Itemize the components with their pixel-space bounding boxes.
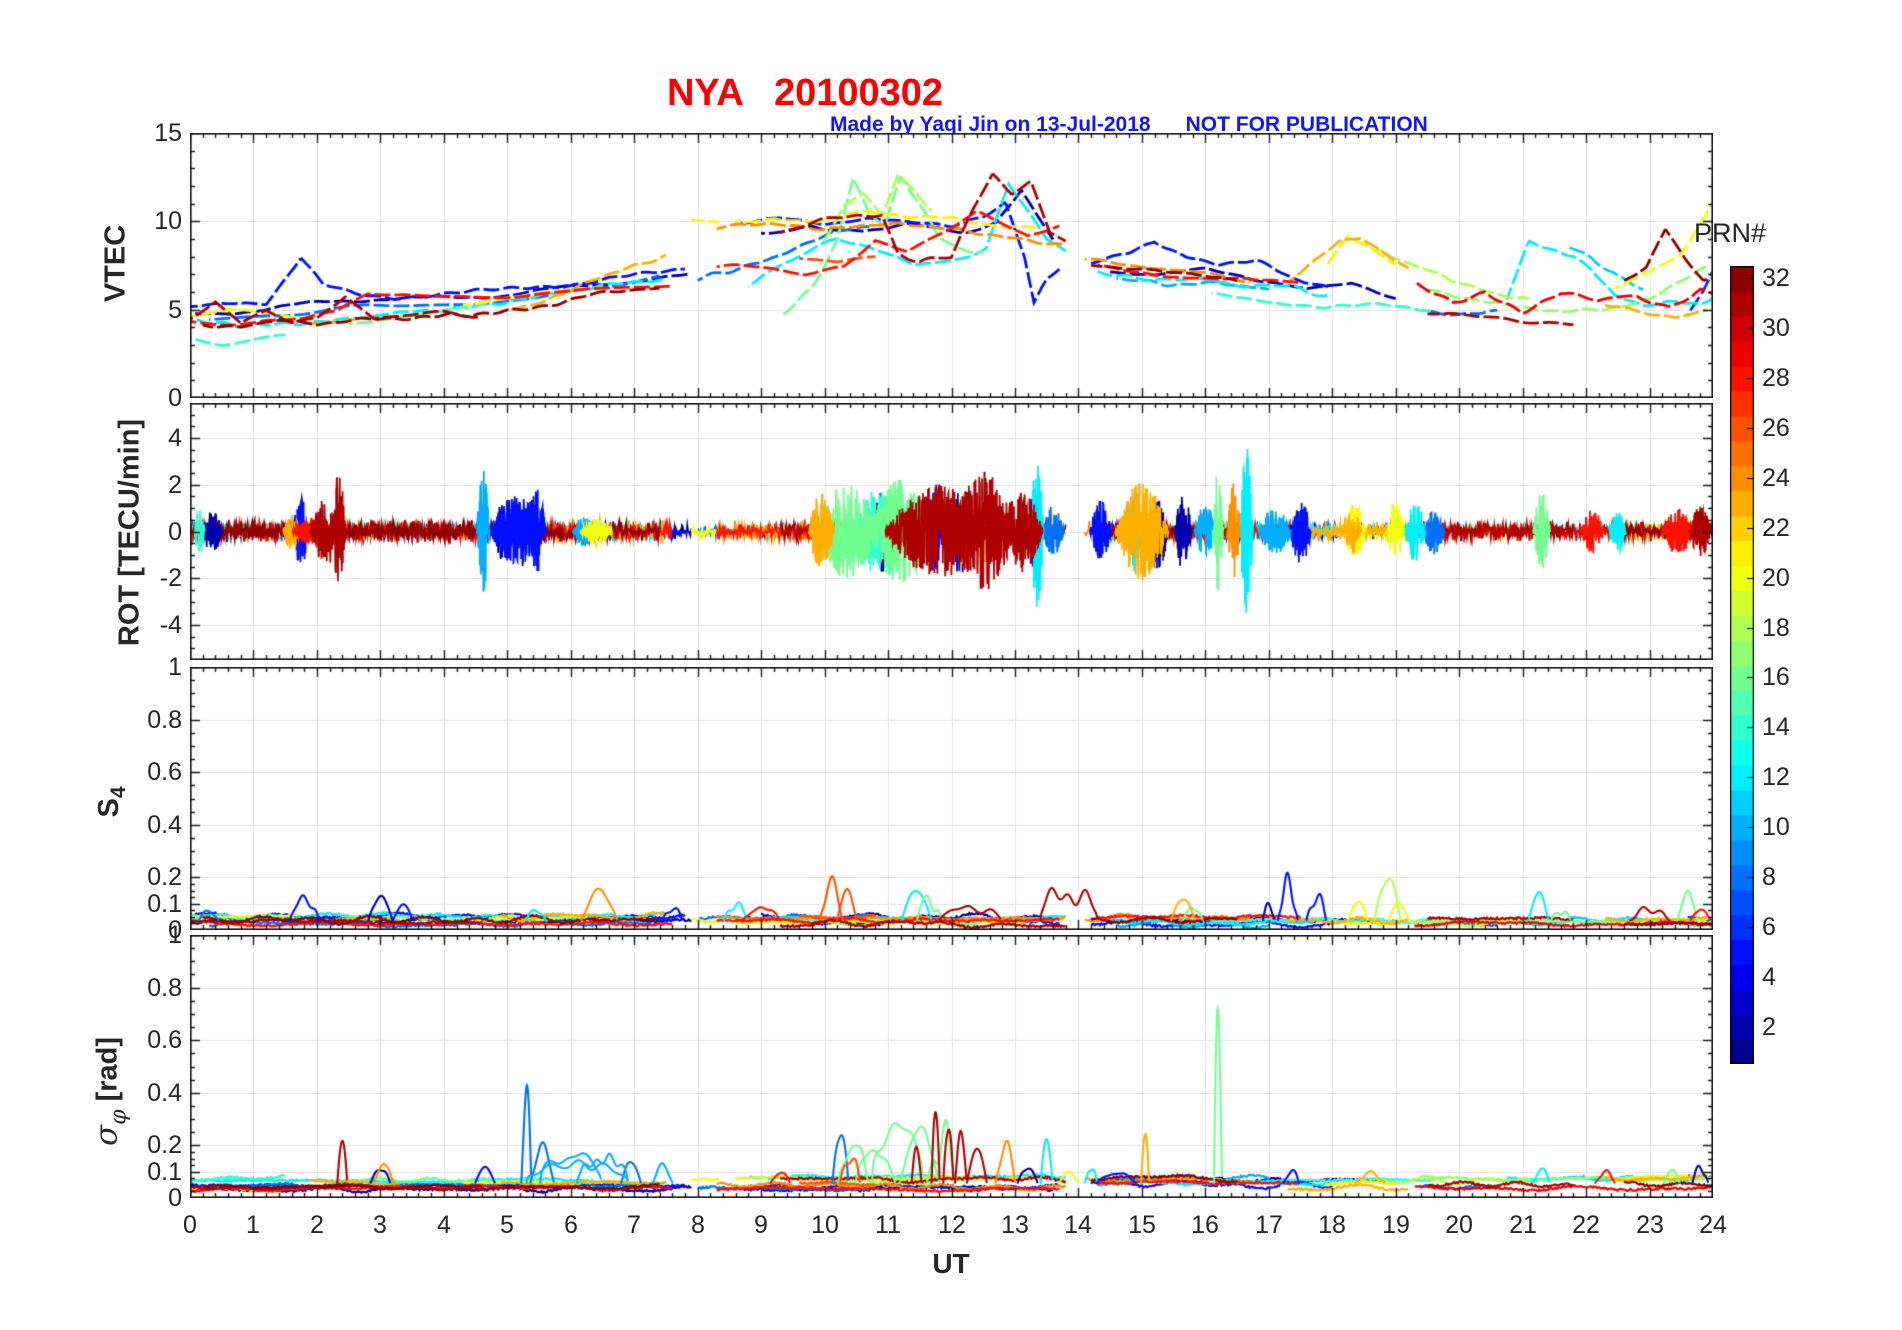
y-tick-label-sigma_phi: 0.4 [147,1079,182,1107]
colorbar-tick-label: 10 [1762,813,1790,841]
y-tick-label-vtec: 0 [168,384,182,412]
x-tick-label: 0 [183,1211,197,1239]
x-tick-label: 14 [1064,1211,1092,1239]
y-tick-label-s4: 0.8 [147,706,182,734]
colorbar-tick-label: 18 [1762,614,1790,642]
colorbar-tick-label: 2 [1762,1013,1776,1041]
y-tick-label-s4: 0.6 [147,758,182,786]
y-tick-label-s4: 1 [168,653,182,681]
s4-plot-canvas [190,667,1713,930]
s4-label-sub: 4 [107,786,130,799]
y-tick-label-s4: 0 [168,916,182,944]
colorbar-tick-label: 28 [1762,364,1790,392]
rot-plot-canvas [190,403,1713,660]
x-tick-label: 5 [500,1211,514,1239]
x-tick-label: 1 [246,1211,260,1239]
panel-sigma-phi [190,935,1713,1198]
colorbar-tick-label: 22 [1762,514,1790,542]
x-tick-label: 4 [437,1211,451,1239]
colorbar-tick-label: 20 [1762,564,1790,592]
colorbar-tick-label: 6 [1762,913,1776,941]
sigma-phi-plot-canvas [190,935,1713,1198]
y-tick-label-sigma_phi: 1 [168,921,182,949]
colorbar-tick-label: 4 [1762,963,1776,991]
y-tick-label-rot: 4 [168,424,182,452]
y-tick-label-s4: 0.4 [147,811,182,839]
x-tick-label: 12 [938,1211,966,1239]
x-tick-label: 18 [1318,1211,1346,1239]
y-tick-label-rot: -2 [159,564,182,592]
colorbar-canvas [1730,266,1754,1064]
x-axis-label: UT [932,1248,970,1279]
x-tick-label: 20 [1445,1211,1473,1239]
x-tick-label: 9 [754,1211,768,1239]
colorbar-tick-label: 30 [1762,314,1790,342]
colorbar [1730,266,1754,1064]
x-tick-label: 22 [1572,1211,1600,1239]
y-tick-label-vtec: 5 [168,296,182,324]
y-tick-label-sigma_phi: 0.1 [147,1158,182,1186]
panel-rot [190,403,1713,660]
y-tick-label-s4: 0.1 [147,890,182,918]
x-tick-label: 23 [1636,1211,1664,1239]
page-title: NYA 20100302 [666,72,944,114]
colorbar-tick-label: 24 [1762,464,1790,492]
x-tick-label: 24 [1699,1211,1727,1239]
y-tick-label-sigma_phi: 0.6 [147,1026,182,1054]
y-tick-label-sigma_phi: 0.2 [147,1131,182,1159]
colorbar-tick-label: 26 [1762,414,1790,442]
colorbar-title: PRN# [1694,218,1767,248]
y-tick-label-sigma_phi: 0.8 [147,974,182,1002]
x-tick-label: 16 [1191,1211,1219,1239]
x-tick-label: 2 [310,1211,324,1239]
x-tick-label: 8 [691,1211,705,1239]
x-tick-label: 7 [627,1211,641,1239]
colorbar-tick-label: 16 [1762,663,1790,691]
panel-vtec [190,133,1713,398]
x-tick-label: 15 [1128,1211,1156,1239]
x-tick-label: 19 [1382,1211,1410,1239]
panel-s4 [190,667,1713,930]
x-tick-label: 11 [875,1211,901,1239]
vtec-plot-canvas [190,133,1713,398]
colorbar-tick-label: 12 [1762,763,1790,791]
y-tick-label-s4: 0.2 [147,863,182,891]
y-tick-label-rot: -4 [159,611,182,639]
sigma-label-sub: φ [106,1109,132,1125]
x-tick-label: 3 [373,1211,387,1239]
colorbar-tick-label: 14 [1762,713,1790,741]
y-tick-label-vtec: 15 [154,119,182,147]
x-tick-label: 17 [1255,1211,1283,1239]
x-tick-label: 10 [811,1211,839,1239]
y-tick-label-rot: 2 [168,471,182,499]
y-tick-label-sigma_phi: 0 [168,1184,182,1212]
y-tick-label-vtec: 10 [154,207,182,235]
annotation-text: Made by Yaqi Jin on 13-Jul-2018 NOT FOR … [830,113,1428,136]
x-tick-label: 13 [1001,1211,1029,1239]
x-tick-label: 6 [564,1211,578,1239]
y-tick-label-rot: 0 [168,518,182,546]
x-tick-label: 21 [1509,1211,1537,1239]
colorbar-tick-label: 32 [1762,264,1790,292]
vtec-axis-label: VTEC [99,224,132,303]
colorbar-tick-label: 8 [1762,863,1776,891]
